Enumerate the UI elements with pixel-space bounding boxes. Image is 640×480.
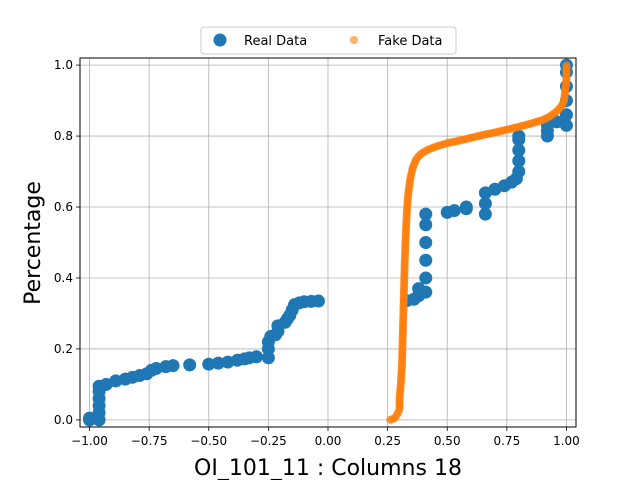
legend-label-fake: Fake Data bbox=[378, 34, 443, 49]
real-data-point bbox=[459, 200, 473, 214]
x-tick-label: 0.50 bbox=[434, 434, 461, 448]
real-data-point bbox=[512, 143, 526, 157]
real-data-point bbox=[512, 154, 526, 168]
y-axis-label: Percentage bbox=[21, 181, 46, 305]
real-data-point bbox=[202, 357, 216, 371]
y-tick-label: 0.8 bbox=[54, 129, 73, 143]
real-data-point bbox=[249, 350, 263, 364]
real-data-point bbox=[478, 196, 492, 210]
real-data-point bbox=[166, 359, 180, 373]
real-data-point bbox=[512, 129, 526, 143]
y-tick-label: 1.0 bbox=[54, 58, 73, 72]
y-tick-label: 0.2 bbox=[54, 342, 73, 356]
x-tick-label: −0.75 bbox=[131, 434, 168, 448]
real-data-point bbox=[419, 271, 433, 285]
fake-data-point bbox=[562, 61, 571, 70]
x-tick-label: 1.00 bbox=[553, 434, 580, 448]
x-tick-label: −0.25 bbox=[250, 434, 287, 448]
legend: Real Data Fake Data bbox=[200, 26, 457, 55]
y-axis-ticks: 0.0 0.2 0.4 0.6 0.8 1.0 bbox=[54, 58, 80, 427]
x-tick-label: 0.75 bbox=[493, 434, 520, 448]
x-tick-label: 0.00 bbox=[315, 434, 342, 448]
real-data-point bbox=[419, 253, 433, 267]
x-axis-ticks: −1.00 −0.75 −0.50 −0.25 0.00 0.25 0.50 0.75 1.00 bbox=[71, 427, 580, 448]
legend-label-real: Real Data bbox=[244, 34, 307, 49]
real-data-point bbox=[478, 207, 492, 221]
real-data-point bbox=[419, 236, 433, 249]
legend-marker-fake bbox=[350, 36, 358, 44]
real-data-point bbox=[183, 358, 197, 372]
x-tick-label: −1.00 bbox=[71, 434, 108, 448]
real-data-point bbox=[559, 108, 573, 122]
real-data-point bbox=[211, 356, 225, 370]
real-data-point bbox=[512, 165, 526, 179]
real-data-point bbox=[419, 218, 433, 232]
real-data-point bbox=[419, 285, 433, 299]
x-axis-label: OI_101_11 : Columns 18 bbox=[194, 456, 462, 480]
legend-box bbox=[200, 26, 457, 55]
y-tick-label: 0.0 bbox=[54, 413, 73, 427]
data-points bbox=[83, 58, 573, 427]
real-data-point bbox=[447, 204, 461, 218]
real-data-point bbox=[419, 207, 433, 221]
y-tick-label: 0.6 bbox=[54, 200, 73, 214]
real-data-point bbox=[311, 294, 325, 308]
legend-marker-real bbox=[213, 33, 227, 47]
x-tick-label: −0.50 bbox=[190, 434, 227, 448]
y-tick-label: 0.4 bbox=[54, 271, 73, 285]
x-tick-label: 0.25 bbox=[374, 434, 401, 448]
real-data-point bbox=[559, 118, 573, 132]
